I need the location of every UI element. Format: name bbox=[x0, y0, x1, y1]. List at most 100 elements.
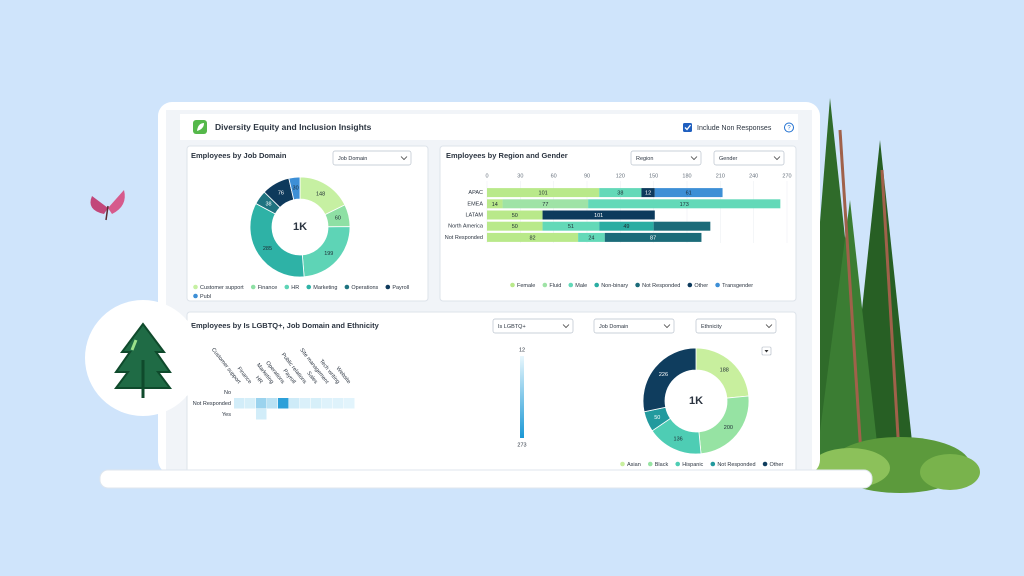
legend-label: Black bbox=[655, 462, 669, 468]
legend-marker bbox=[542, 282, 548, 288]
app-logo-leaf bbox=[197, 123, 204, 131]
bar-segment bbox=[487, 210, 543, 220]
legend-label: HR bbox=[291, 285, 299, 291]
segment-label: 30 bbox=[293, 186, 299, 192]
legend-marker bbox=[510, 282, 515, 288]
header-bar bbox=[180, 114, 798, 140]
legend-label: Customer support bbox=[200, 285, 244, 291]
donut-segment bbox=[288, 176, 301, 201]
y-tick-label: North America bbox=[448, 224, 484, 230]
bar-label: 77 bbox=[542, 202, 548, 208]
donut-center-label: 1K bbox=[689, 395, 703, 407]
legend-label: Operations bbox=[351, 285, 378, 291]
legend-marker bbox=[762, 461, 768, 467]
legend-marker bbox=[385, 284, 391, 290]
legend-marker bbox=[568, 282, 574, 288]
legend-label: Payroll bbox=[392, 285, 409, 291]
legend-label: Hispanic bbox=[682, 462, 703, 468]
heat-cell bbox=[256, 409, 267, 420]
checkbox-label[interactable]: Include Non Responses bbox=[697, 125, 772, 132]
panel-title: Employees by Job Domain bbox=[191, 151, 287, 160]
legend-label: Finance bbox=[258, 285, 278, 291]
panel bbox=[186, 311, 797, 483]
bar-label: 50 bbox=[512, 213, 518, 219]
dropdown[interactable] bbox=[492, 318, 574, 334]
dashboard-title: Diversity Equity and Inclusion Insights bbox=[215, 122, 372, 132]
bar-label: 12 bbox=[645, 191, 651, 197]
bar-segment bbox=[502, 199, 589, 209]
segment-label: 50 bbox=[654, 415, 660, 421]
legend-marker bbox=[306, 284, 312, 290]
dropdown-label[interactable]: Ethnicity bbox=[701, 324, 722, 330]
checkbox[interactable] bbox=[683, 123, 692, 132]
legend-marker bbox=[193, 293, 198, 299]
dropdown[interactable] bbox=[630, 150, 702, 166]
x-tick-label: 30 bbox=[517, 173, 523, 179]
legend-marker bbox=[687, 282, 693, 288]
dropdown-chevron bbox=[663, 324, 671, 329]
segment-label: 226 bbox=[659, 372, 668, 378]
bar-segment bbox=[487, 221, 543, 231]
dropdown-label[interactable]: Region bbox=[636, 156, 653, 162]
y-tick-label: EMEA bbox=[467, 201, 483, 207]
dropdown[interactable] bbox=[695, 318, 777, 334]
segment-label: 199 bbox=[324, 251, 333, 257]
dropdown-chevron bbox=[690, 156, 698, 161]
legend-label: Publ bbox=[200, 294, 211, 300]
bar-label: 101 bbox=[594, 213, 603, 219]
help-icon[interactable] bbox=[784, 122, 794, 133]
dropdown-chevron bbox=[773, 156, 781, 161]
legend-label: Asian bbox=[627, 462, 641, 468]
y-tick-label: No bbox=[224, 390, 231, 396]
segment-label: 148 bbox=[316, 191, 325, 197]
legend-label: Not Responded bbox=[642, 283, 680, 289]
donut-segment bbox=[642, 347, 697, 413]
bar-label: 101 bbox=[539, 191, 548, 197]
segment-label: 76 bbox=[278, 190, 284, 196]
heat-cell bbox=[300, 398, 311, 409]
dropdown-label[interactable]: Is LGBTQ+ bbox=[498, 324, 526, 330]
donut-center-label: 1K bbox=[293, 221, 307, 233]
bar-label: 173 bbox=[680, 202, 689, 208]
dropdown[interactable] bbox=[713, 150, 785, 166]
y-tick-label: Not Responded bbox=[193, 401, 231, 407]
segment-label: 136 bbox=[674, 436, 683, 442]
dropdown-label[interactable]: Gender bbox=[719, 156, 738, 162]
bar-label: 50 bbox=[512, 224, 518, 230]
dropdown[interactable] bbox=[593, 318, 675, 334]
bar-label: 82 bbox=[529, 235, 535, 241]
menu-arrow bbox=[764, 350, 769, 353]
dropdown-label[interactable]: Job Domain bbox=[338, 156, 367, 162]
heat-cell bbox=[256, 398, 267, 409]
legend-label: Other bbox=[770, 462, 784, 468]
legend-label: Female bbox=[517, 283, 535, 289]
panel bbox=[186, 145, 429, 302]
legend-label: Fluid bbox=[549, 283, 561, 289]
legend-marker bbox=[193, 284, 198, 290]
legend-marker bbox=[675, 461, 681, 467]
help-text[interactable]: ? bbox=[787, 126, 791, 132]
panel-title: Employees by Is LGBTQ+, Job Domain and E… bbox=[191, 321, 380, 330]
legend-label: Transgender bbox=[722, 283, 753, 289]
legend-marker bbox=[635, 282, 640, 288]
dropdown[interactable] bbox=[332, 150, 412, 166]
checkmark bbox=[684, 124, 692, 131]
x-tick-label: 210 bbox=[716, 173, 725, 179]
y-tick-label: LATAM bbox=[465, 212, 483, 218]
legend-marker bbox=[344, 284, 350, 290]
bar-segment bbox=[487, 232, 579, 242]
segment-label: 60 bbox=[335, 215, 341, 221]
dropdown-label[interactable]: Job Domain bbox=[599, 324, 628, 330]
segment-label: 38 bbox=[265, 201, 271, 207]
bar-segment bbox=[542, 210, 655, 220]
bar-segment bbox=[599, 221, 654, 231]
x-tick-label: 60 bbox=[551, 173, 557, 179]
heat-cell bbox=[322, 398, 333, 409]
legend-marker bbox=[715, 282, 720, 288]
x-tick-label: 270 bbox=[782, 173, 791, 179]
x-tick-label: 0 bbox=[485, 173, 488, 179]
bar-segment bbox=[599, 188, 642, 198]
bar-label: 38 bbox=[617, 191, 623, 197]
